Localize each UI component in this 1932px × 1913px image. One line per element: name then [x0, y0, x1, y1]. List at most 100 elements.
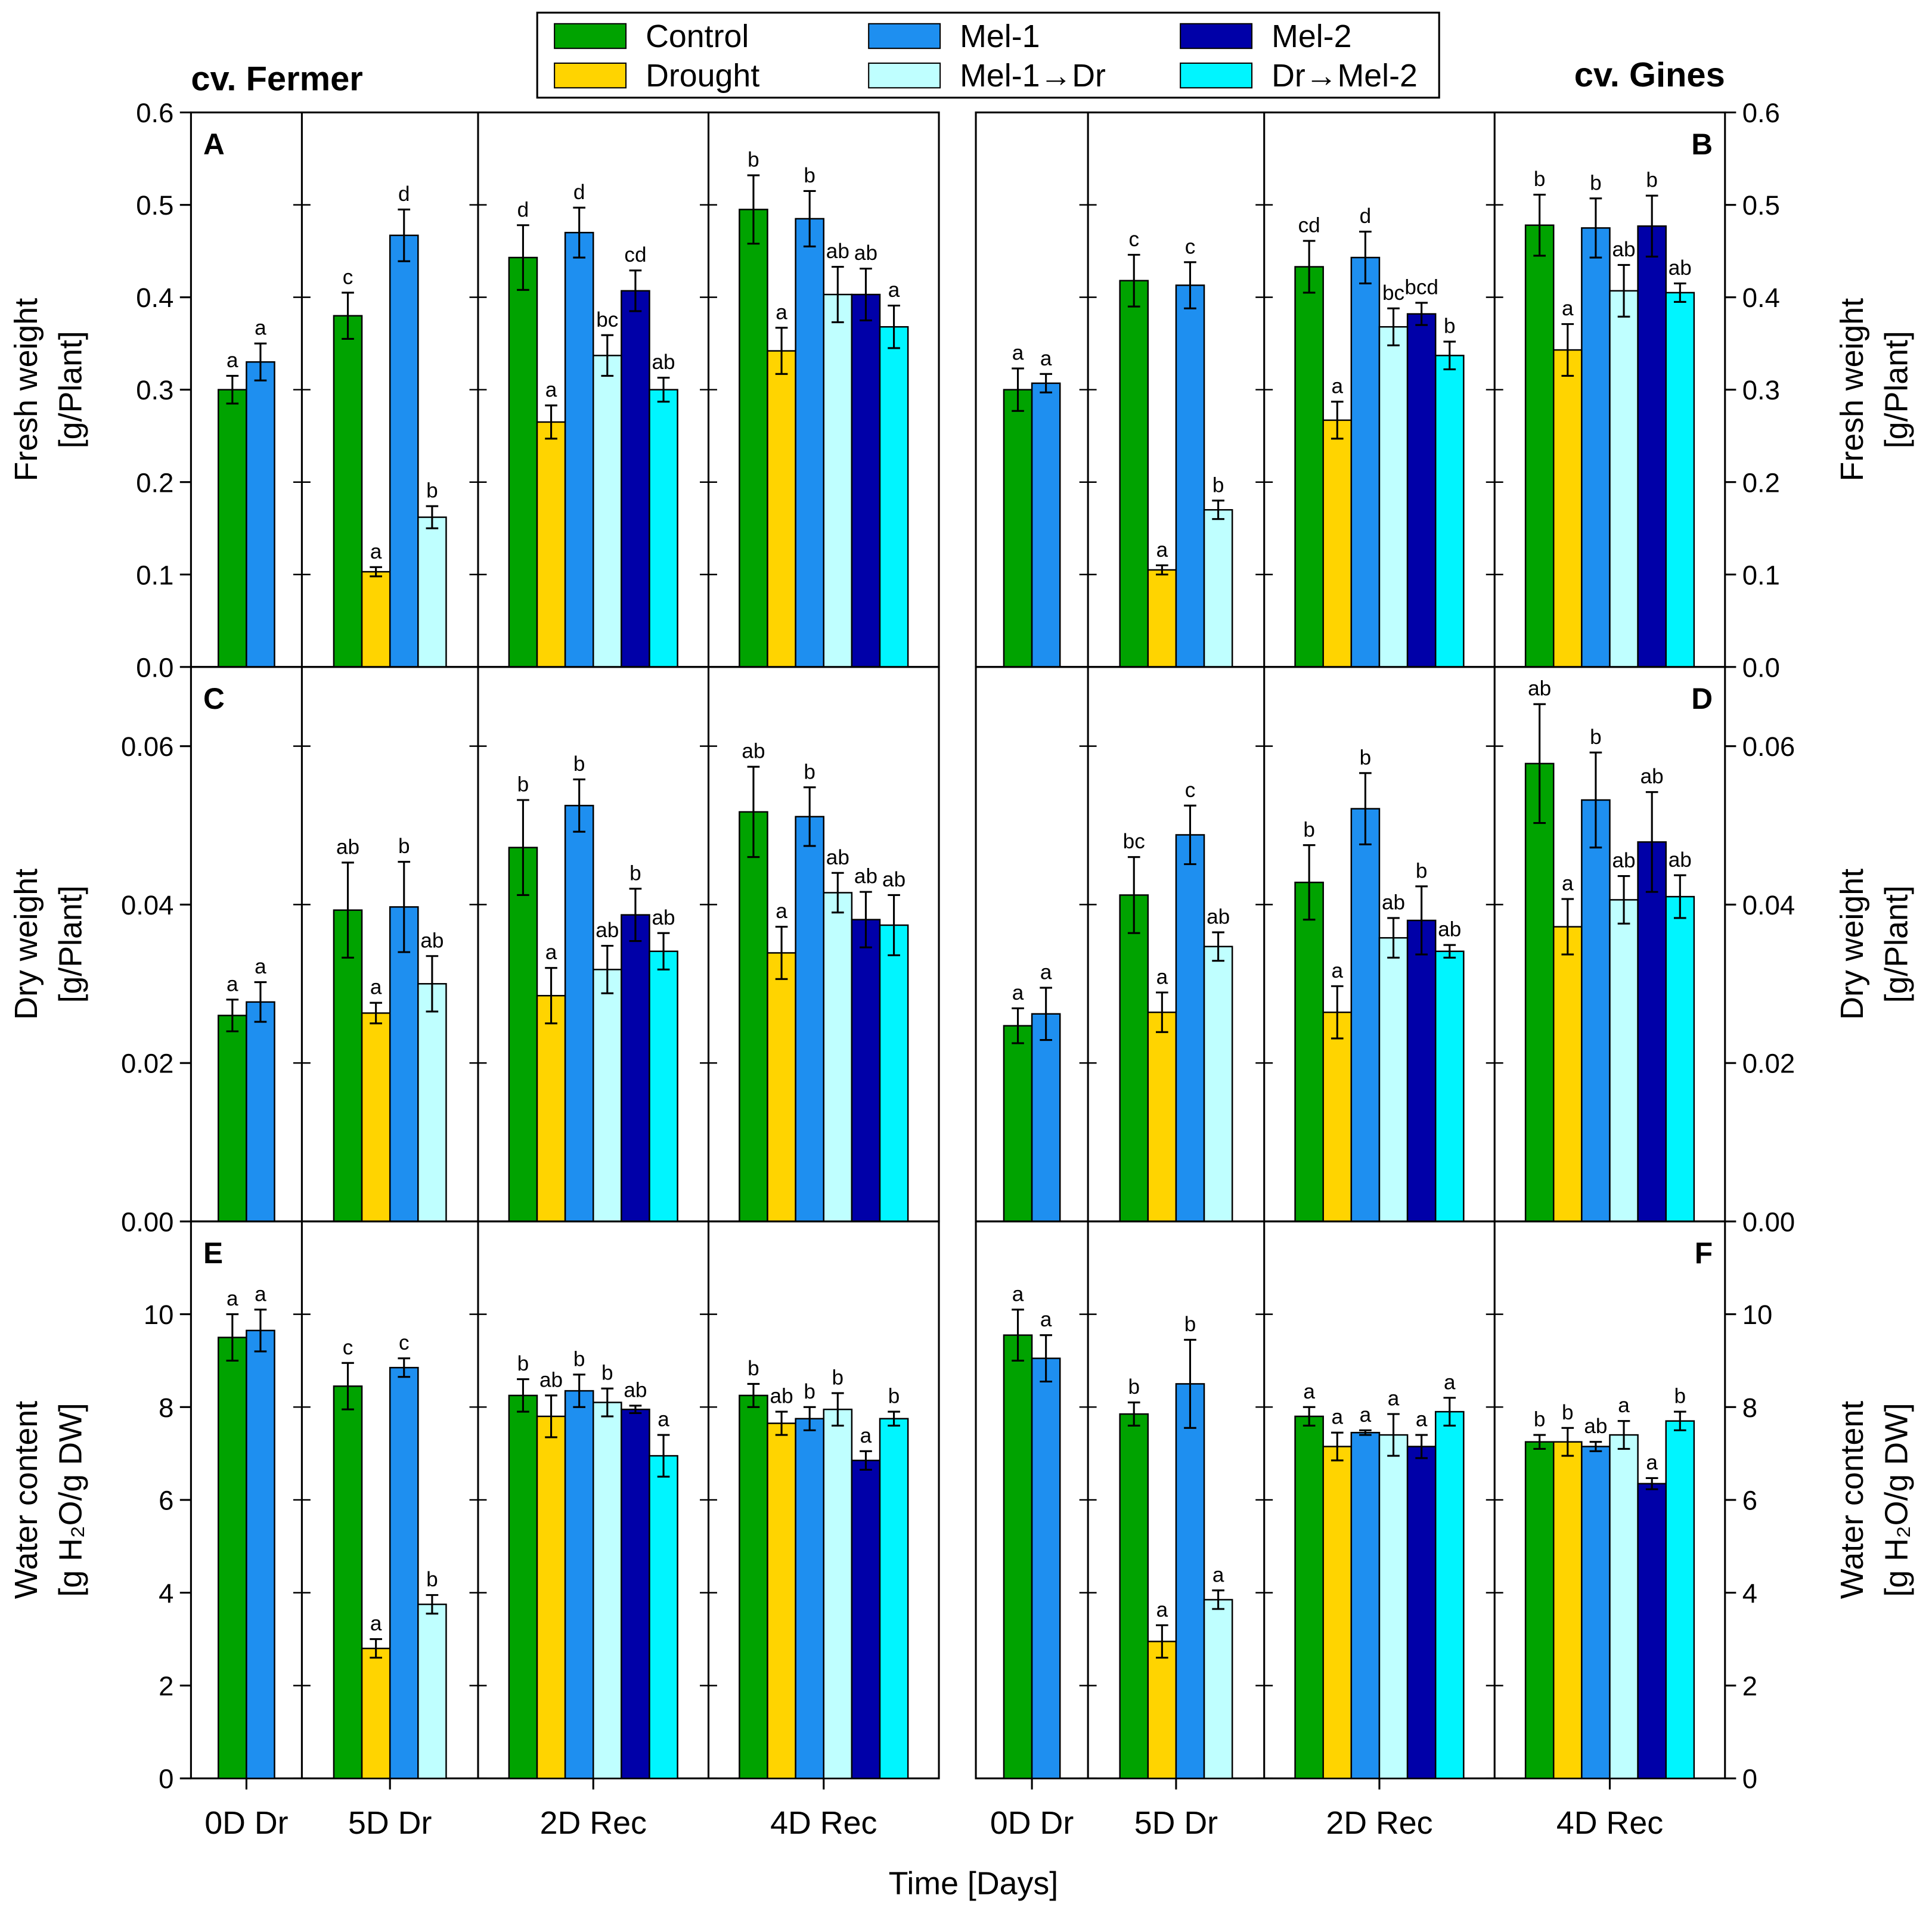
bar-mel-1-dr	[1378, 937, 1409, 1223]
significance-letter: ab	[882, 868, 905, 891]
bar-mel-1-dr	[593, 969, 622, 1223]
x-tick-label: 5D Dr	[348, 1805, 432, 1841]
x-tick-label: 0D Dr	[204, 1805, 288, 1841]
bar-mel-1-dr	[1203, 945, 1233, 1223]
bar-drought	[536, 994, 566, 1223]
x-tick-label: 4D Rec	[770, 1805, 877, 1841]
bar-drought	[1147, 1011, 1177, 1223]
significance-letter: b	[1303, 818, 1315, 841]
bar-mel-1	[1175, 1383, 1205, 1779]
significance-letter: a	[370, 540, 382, 563]
y-tick-label: 0.00	[121, 1207, 173, 1237]
significance-letter: a	[1156, 1598, 1168, 1621]
y-axis-label: [g/Plant]	[1879, 885, 1915, 1003]
bar-drought	[767, 350, 796, 668]
significance-letter: b	[517, 1352, 529, 1375]
significance-letter: b	[426, 1568, 438, 1591]
significance-letter: ab	[1528, 677, 1551, 700]
significance-letter: bc	[596, 308, 618, 331]
panel-A: 0.0 0.1 0.2 0.3 0.4 0.5 0.6 Fresh weight [g/Plan…	[8, 98, 940, 683]
bar-mel-1	[1350, 1431, 1381, 1779]
y-tick-label: 2	[1742, 1671, 1757, 1701]
bar-mel-1	[1350, 808, 1381, 1223]
bar-mel-1	[246, 1001, 275, 1223]
significance-letter: b	[1360, 746, 1372, 769]
significance-letter: ab	[1382, 891, 1405, 914]
significance-letter: b	[804, 760, 815, 783]
bar-mel-1	[564, 231, 594, 668]
legend: Control Drought Mel-1 Mel-1→Dr Mel-2 Dr→Mel-2	[536, 11, 1440, 99]
bar-drought	[361, 571, 391, 668]
y-tick-label: 0.6	[136, 98, 173, 128]
bar-mel-2	[621, 290, 650, 668]
bar-mel-1	[795, 218, 825, 668]
bar-control	[739, 209, 768, 668]
panel-letter: C	[203, 682, 225, 715]
bar-dr-mel-2	[649, 1455, 678, 1779]
y-axis-label: [g H₂O/g DW]	[52, 1403, 88, 1596]
significance-letter: ab	[652, 351, 675, 374]
significance-letter: ab	[826, 846, 849, 869]
y-tick-label: 0	[1742, 1764, 1757, 1794]
significance-letter: ab	[1207, 905, 1230, 928]
bar-drought	[1322, 1446, 1353, 1779]
x-tick-label: 4D Rec	[1556, 1805, 1663, 1841]
significance-letter: ab	[826, 240, 849, 263]
significance-letter: c	[1185, 779, 1196, 802]
y-tick-label: 0.0	[1742, 652, 1780, 683]
significance-letter: a	[227, 349, 238, 372]
legend-label: Mel-2	[1272, 18, 1351, 54]
y-tick-label: 0.04	[121, 890, 173, 920]
significance-letter: ab	[854, 865, 877, 888]
legend-label: Dr→Mel-2	[1272, 58, 1418, 94]
significance-letter: d	[1360, 204, 1372, 228]
significance-letter: a	[227, 972, 238, 996]
bar-control	[218, 1015, 247, 1223]
y-tick-label: 0.0	[136, 652, 173, 683]
y-axis-label: Fresh weight	[8, 298, 44, 482]
y-tick-label: 0.5	[1742, 190, 1780, 221]
y-axis-label: Water content	[8, 1401, 44, 1599]
y-tick-label: 0.4	[1742, 283, 1780, 313]
significance-letter: ab	[1584, 1415, 1607, 1438]
significance-letter: bcd	[1404, 276, 1438, 299]
significance-letter: a	[1040, 960, 1052, 984]
legend-label: Drought	[646, 58, 759, 94]
significance-letter: a	[776, 900, 787, 923]
significance-letter: a	[1040, 347, 1052, 370]
bar-mel-1-dr	[593, 1402, 622, 1779]
y-axis-label: Water content	[1834, 1401, 1870, 1599]
bar-mel-1-dr	[1203, 509, 1233, 668]
significance-letter: b	[1184, 1313, 1196, 1336]
panel-letter: B	[1691, 128, 1713, 161]
bar-mel-1-dr	[1609, 1434, 1639, 1779]
y-axis-label: Fresh weight	[1834, 298, 1870, 482]
significance-letter: b	[517, 773, 529, 796]
bar-dr-mel-2	[879, 924, 909, 1223]
bar-mel-1-dr	[823, 293, 853, 668]
bar-drought	[361, 1012, 391, 1223]
bar-mel-1	[795, 816, 825, 1223]
legend-label: Control	[646, 18, 749, 54]
significance-letter: bc	[1382, 281, 1404, 305]
y-tick-label: 0.5	[136, 190, 173, 221]
y-tick-label: 6	[1742, 1486, 1757, 1516]
significance-letter: ab	[336, 835, 359, 858]
bar-control	[333, 315, 363, 668]
significance-letter: a	[1012, 981, 1024, 1004]
significance-letter: a	[1156, 538, 1168, 562]
y-axis-label: [g H₂O/g DW]	[1879, 1403, 1915, 1596]
bar-mel-2	[621, 1408, 650, 1779]
significance-letter: ab	[596, 919, 619, 942]
bar-mel-1	[1175, 834, 1205, 1223]
bar-mel-1	[1031, 1013, 1061, 1223]
significance-letter: b	[426, 479, 438, 503]
bar-control	[739, 1394, 768, 1779]
significance-letter: a	[1646, 1451, 1658, 1474]
bar-control	[1003, 389, 1033, 668]
significance-letter: a	[370, 1612, 382, 1635]
bar-drought	[1552, 926, 1583, 1223]
bar-mel-1	[1031, 382, 1061, 668]
